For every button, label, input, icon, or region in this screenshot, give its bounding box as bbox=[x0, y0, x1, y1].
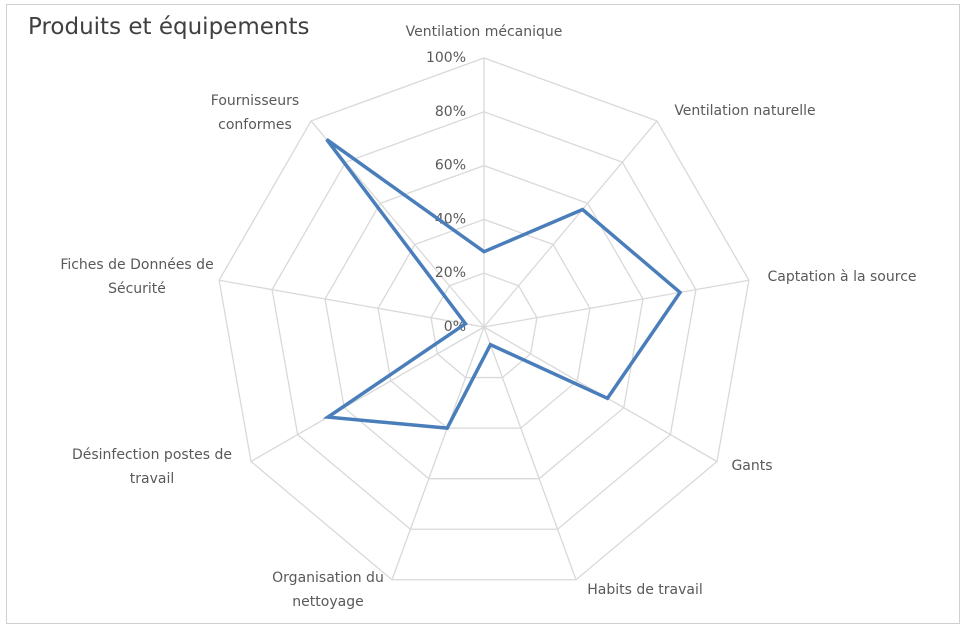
tick-label: 20% bbox=[435, 265, 466, 281]
category-label: Organisation du nettoyage bbox=[272, 570, 384, 610]
category-label: Habits de travail bbox=[587, 582, 703, 598]
chart-title: Produits et équipements bbox=[28, 14, 310, 40]
tick-label: 60% bbox=[435, 158, 466, 174]
grid-ring bbox=[377, 218, 591, 429]
tick-label: 100% bbox=[426, 50, 466, 66]
category-label: Désinfection postes de travail bbox=[71, 447, 233, 487]
tick-label: 0% bbox=[444, 319, 466, 335]
spoke bbox=[218, 279, 485, 328]
chart-frame bbox=[6, 4, 960, 624]
grid-ring bbox=[271, 111, 697, 530]
tick-label: 80% bbox=[435, 104, 466, 120]
category-label: Fiches de Données de Sécurité bbox=[60, 257, 214, 297]
spoke bbox=[391, 326, 485, 580]
spoke bbox=[483, 326, 577, 580]
spoke bbox=[483, 279, 750, 328]
category-label: Gants bbox=[731, 458, 773, 474]
spoke bbox=[483, 120, 658, 328]
category-label: Captation à la source bbox=[767, 269, 917, 285]
spoke bbox=[250, 326, 485, 463]
category-label: Ventilation mécanique bbox=[405, 24, 563, 40]
grid-ring bbox=[430, 272, 538, 379]
grid-ring bbox=[324, 164, 644, 480]
grid-ring bbox=[218, 57, 750, 581]
series-line bbox=[322, 138, 683, 430]
category-label: Fournisseurs conformes bbox=[210, 93, 300, 133]
category-label: Ventilation naturelle bbox=[674, 103, 816, 119]
